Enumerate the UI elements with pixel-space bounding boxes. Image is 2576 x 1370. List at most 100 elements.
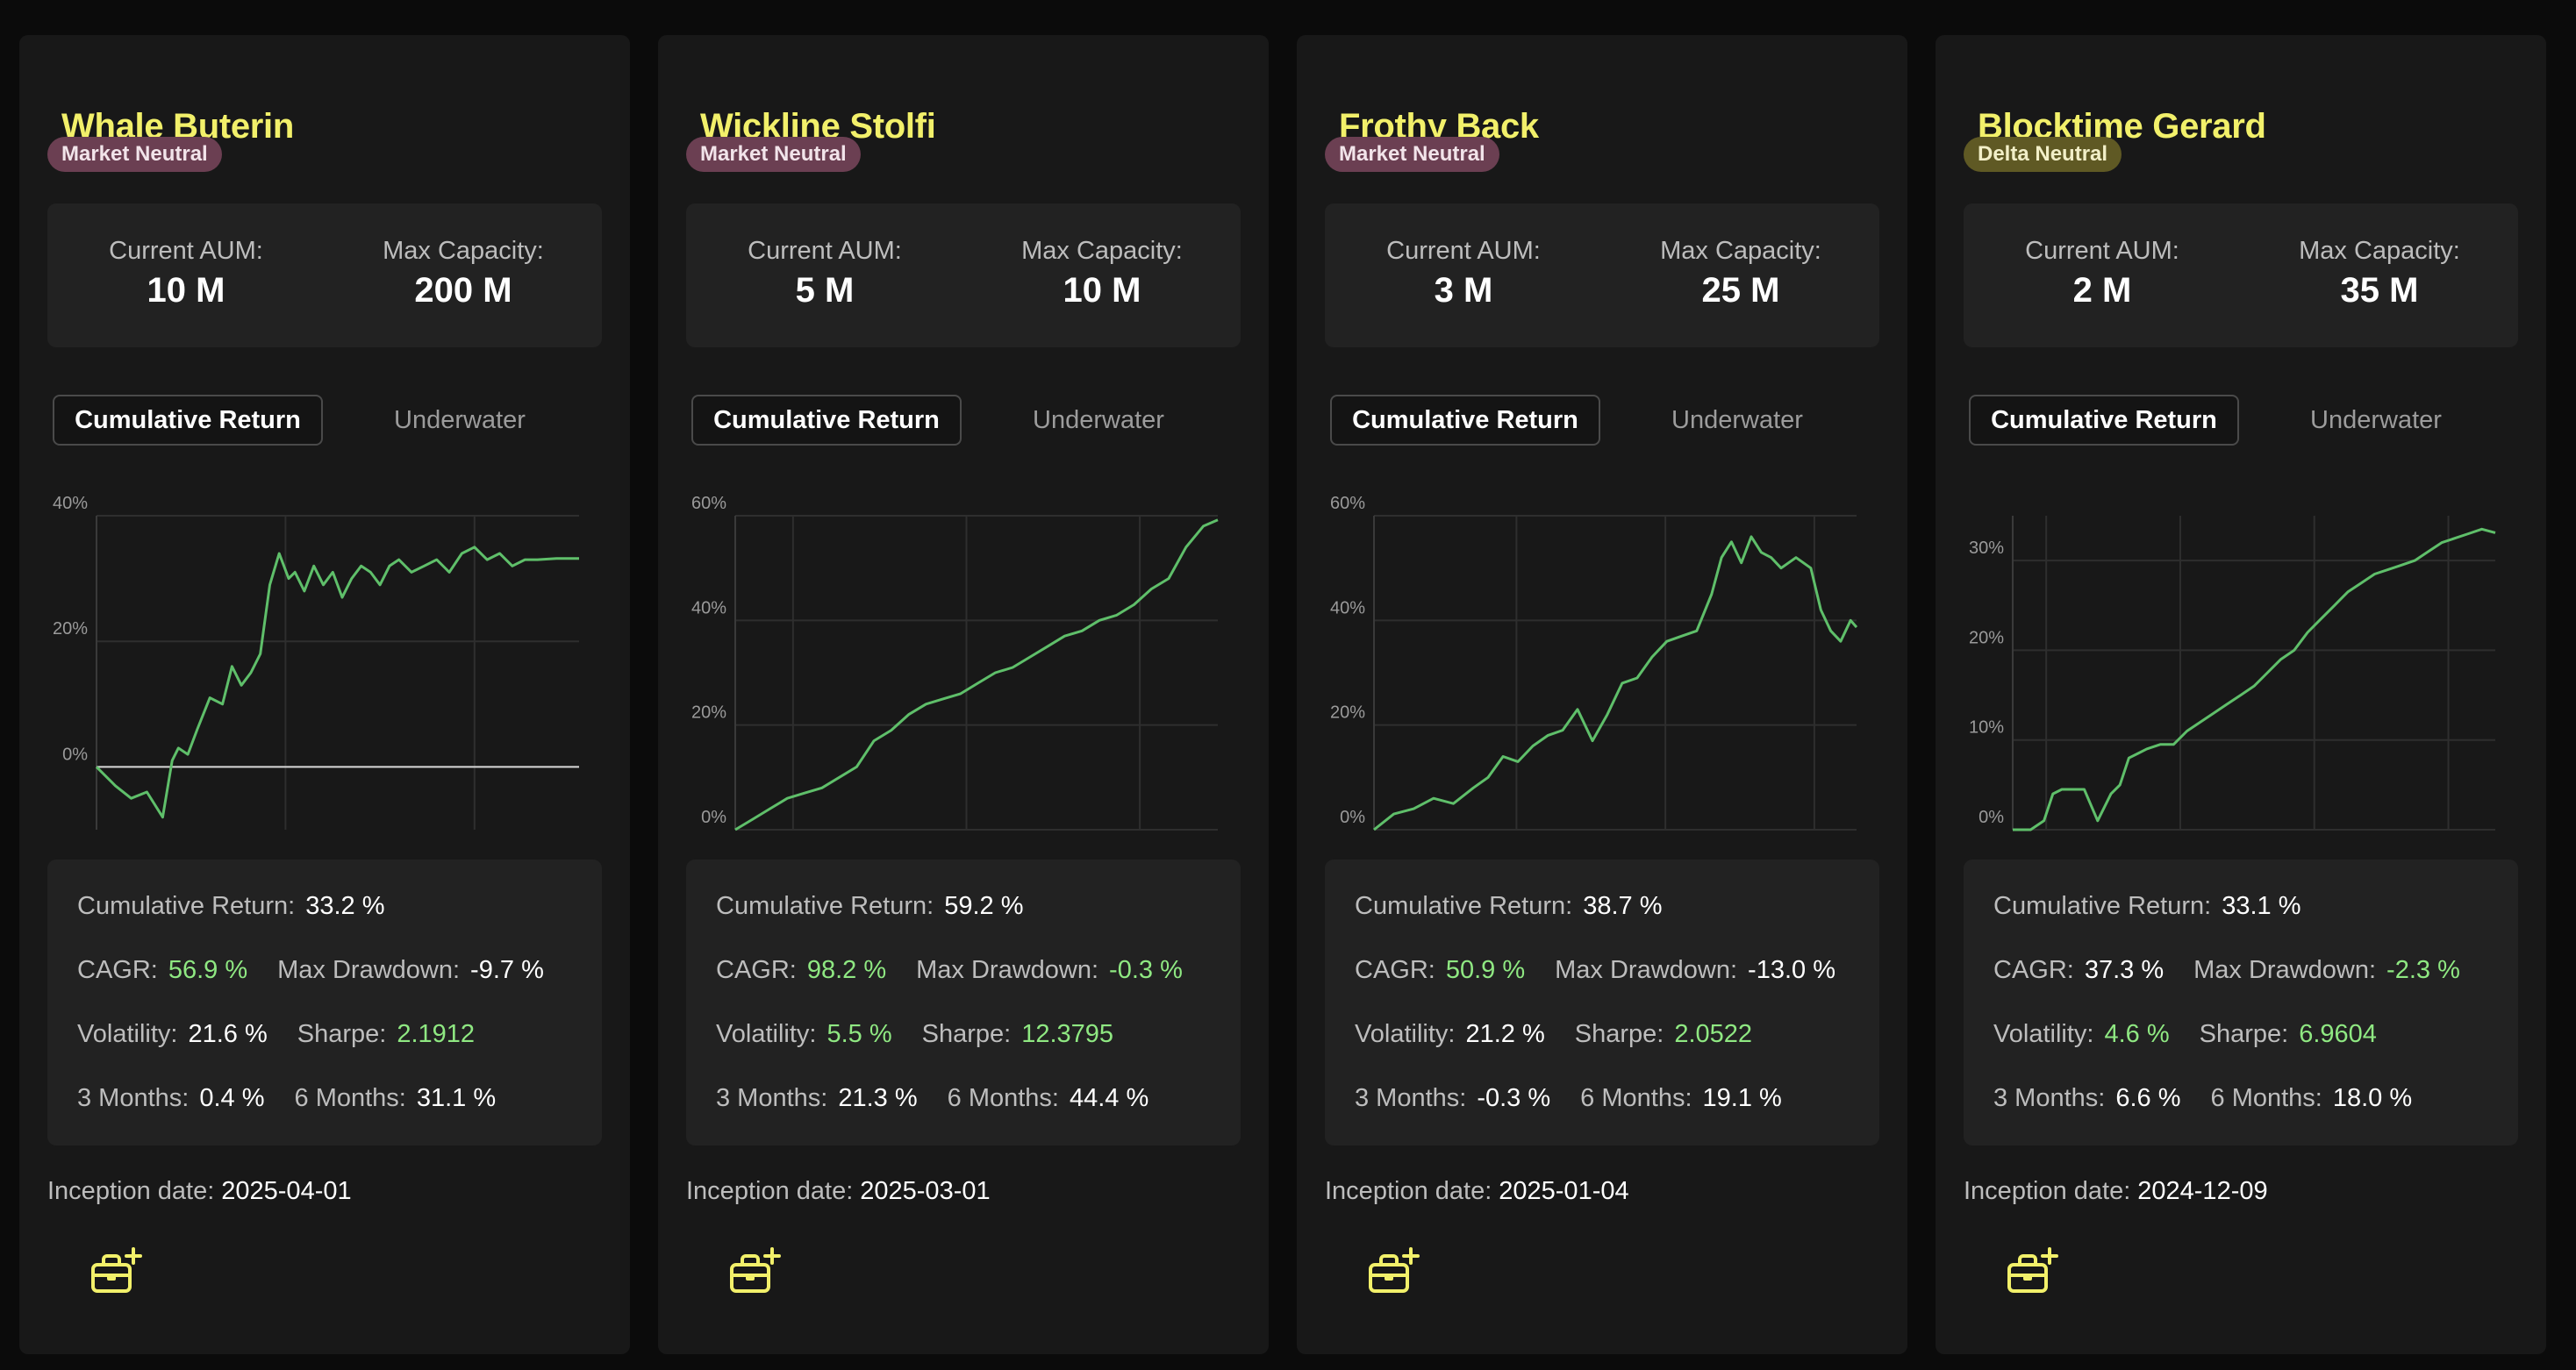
y-tick-label: 0% xyxy=(62,745,88,764)
cagr-value: 98.2 % xyxy=(806,956,887,984)
current-aum-value: 2 M xyxy=(2072,271,2132,310)
inception-date: Inception date: 2025-03-01 xyxy=(686,1177,991,1206)
cumulative-return-chart: 0% 20% 40% 60% April July October xyxy=(691,494,1219,844)
y-tick-label: 40% xyxy=(1330,598,1365,617)
inception-value: 2025-03-01 xyxy=(860,1177,991,1205)
strategy-card[interactable]: Blocktime Gerard Delta Neutral Current A… xyxy=(1936,35,2546,1354)
cumulative-return-value: 59.2 % xyxy=(944,892,1024,920)
max-drawdown-label: Max Drawdown: xyxy=(1555,956,1738,984)
y-tick-label: 20% xyxy=(1969,628,2004,647)
strategy-type-badge: Delta Neutral xyxy=(1964,137,2122,172)
current-aum-value: 5 M xyxy=(795,271,855,310)
cumulative-return-label: Cumulative Return: xyxy=(1355,892,1573,920)
volatility-value: 4.6 % xyxy=(2104,1020,2170,1048)
briefcase-plus-icon[interactable] xyxy=(1365,1244,1421,1300)
strategy-card[interactable]: Wickline Stolfi Market Neutral Current A… xyxy=(658,35,1269,1354)
six-months-value: 31.1 % xyxy=(416,1084,497,1112)
strategy-type-badge: Market Neutral xyxy=(686,137,861,172)
sharpe-label: Sharpe: xyxy=(1574,1020,1664,1048)
three-months-label: 3 Months: xyxy=(716,1084,828,1112)
aum-panel: Current AUM: 2 M Max Capacity: 35 M xyxy=(1964,203,2518,347)
briefcase-plus-icon[interactable] xyxy=(2004,1244,2060,1300)
max-drawdown-value: -13.0 % xyxy=(1748,956,1835,984)
three-months-label: 3 Months: xyxy=(77,1084,190,1112)
y-tick-label: 40% xyxy=(691,598,726,617)
y-tick-label: 0% xyxy=(1340,808,1365,827)
current-aum-label: Current AUM: xyxy=(2025,237,2179,265)
cagr-value: 37.3 % xyxy=(2084,956,2165,984)
volatility-label: Volatility: xyxy=(1993,1020,2094,1048)
six-months-label: 6 Months: xyxy=(947,1084,1059,1112)
cumulative-return-value: 33.1 % xyxy=(2222,892,2301,920)
six-months-label: 6 Months: xyxy=(2210,1084,2322,1112)
tab-cumulative-return[interactable]: Cumulative Return xyxy=(1969,395,2239,446)
sharpe-label: Sharpe: xyxy=(921,1020,1012,1048)
strategy-type-badge: Market Neutral xyxy=(47,137,222,172)
cagr-value: 56.9 % xyxy=(168,956,248,984)
cumulative-return-value: 33.2 % xyxy=(305,892,385,920)
six-months-value: 44.4 % xyxy=(1069,1084,1149,1112)
tab-underwater[interactable]: Underwater xyxy=(1033,406,1164,434)
six-months-label: 6 Months: xyxy=(294,1084,406,1112)
volatility-label: Volatility: xyxy=(1355,1020,1456,1048)
x-tick-label: October xyxy=(1108,843,1170,844)
inception-date: Inception date: 2025-01-04 xyxy=(1325,1177,1629,1206)
max-drawdown-value: -2.3 % xyxy=(2386,956,2460,984)
cumulative-return-value: 38.7 % xyxy=(1583,892,1663,920)
tab-cumulative-return[interactable]: Cumulative Return xyxy=(53,395,323,446)
x-tick-label: October xyxy=(443,843,505,844)
cumulative-return-label: Cumulative Return: xyxy=(716,892,934,920)
sharpe-value: 2.1912 xyxy=(397,1020,476,1048)
y-tick-label: 30% xyxy=(1969,539,2004,558)
stats-panel: Cumulative Return: 33.1 % CAGR: 37.3 % Max … xyxy=(1964,860,2518,1145)
inception-date: Inception date: 2025-04-01 xyxy=(47,1177,352,1206)
tab-cumulative-return[interactable]: Cumulative Return xyxy=(1330,395,1600,446)
tab-underwater[interactable]: Underwater xyxy=(394,406,526,434)
briefcase-plus-icon[interactable] xyxy=(726,1244,783,1300)
x-tick-label: July xyxy=(270,843,302,844)
aum-panel: Current AUM: 5 M Max Capacity: 10 M xyxy=(686,203,1241,347)
x-tick-label: October xyxy=(2417,843,2479,844)
tab-underwater[interactable]: Underwater xyxy=(1671,406,1803,434)
sharpe-label: Sharpe: xyxy=(297,1020,387,1048)
current-aum-value: 10 M xyxy=(147,271,225,310)
y-tick-label: 40% xyxy=(53,494,88,513)
cumulative-return-label: Cumulative Return: xyxy=(77,892,296,920)
x-tick-label: July xyxy=(2299,843,2330,844)
max-drawdown-label: Max Drawdown: xyxy=(277,956,461,984)
stats-panel: Cumulative Return: 33.2 % CAGR: 56.9 % Max … xyxy=(47,860,602,1145)
three-months-label: 3 Months: xyxy=(1993,1084,2106,1112)
cagr-value: 50.9 % xyxy=(1445,956,1526,984)
sharpe-value: 2.0522 xyxy=(1674,1020,1753,1048)
x-tick-label: October xyxy=(1783,843,1845,844)
briefcase-plus-icon[interactable] xyxy=(88,1244,144,1300)
sharpe-label: Sharpe: xyxy=(2199,1020,2289,1048)
tab-cumulative-return[interactable]: Cumulative Return xyxy=(691,395,962,446)
strategy-card[interactable]: Frothy Back Market Neutral Current AUM: … xyxy=(1297,35,1907,1354)
y-tick-label: 10% xyxy=(1969,718,2004,738)
three-months-value: 6.6 % xyxy=(2115,1084,2181,1112)
volatility-label: Volatility: xyxy=(77,1020,178,1048)
stats-panel: Cumulative Return: 59.2 % CAGR: 98.2 % Max … xyxy=(686,860,1241,1145)
x-tick-label: April xyxy=(776,843,811,844)
y-tick-label: 60% xyxy=(1330,494,1365,513)
max-capacity-value: 25 M xyxy=(1701,271,1780,310)
cagr-label: CAGR: xyxy=(716,956,797,984)
three-months-value: 21.3 % xyxy=(838,1084,918,1112)
cumulative-return-label: Cumulative Return: xyxy=(1993,892,2212,920)
cagr-label: CAGR: xyxy=(1993,956,2074,984)
six-months-value: 18.0 % xyxy=(2332,1084,2413,1112)
cumulative-return-chart: 0% 10% 20% 30% 2025 April July October xyxy=(1969,516,2496,844)
current-aum-label: Current AUM: xyxy=(1386,237,1541,265)
inception-date: Inception date: 2024-12-09 xyxy=(1964,1177,2268,1206)
cumulative-return-line xyxy=(1373,535,1858,831)
three-months-label: 3 Months: xyxy=(1355,1084,1467,1112)
max-capacity-label: Max Capacity: xyxy=(1660,237,1821,265)
y-tick-label: 0% xyxy=(1979,808,2004,827)
strategy-card[interactable]: Whale Buterin Market Neutral Current AUM… xyxy=(19,35,630,1354)
max-capacity-label: Max Capacity: xyxy=(383,237,544,265)
sharpe-value: 12.3795 xyxy=(1021,1020,1114,1048)
y-tick-label: 0% xyxy=(701,808,726,827)
y-tick-label: 20% xyxy=(53,619,88,639)
tab-underwater[interactable]: Underwater xyxy=(2310,406,2442,434)
